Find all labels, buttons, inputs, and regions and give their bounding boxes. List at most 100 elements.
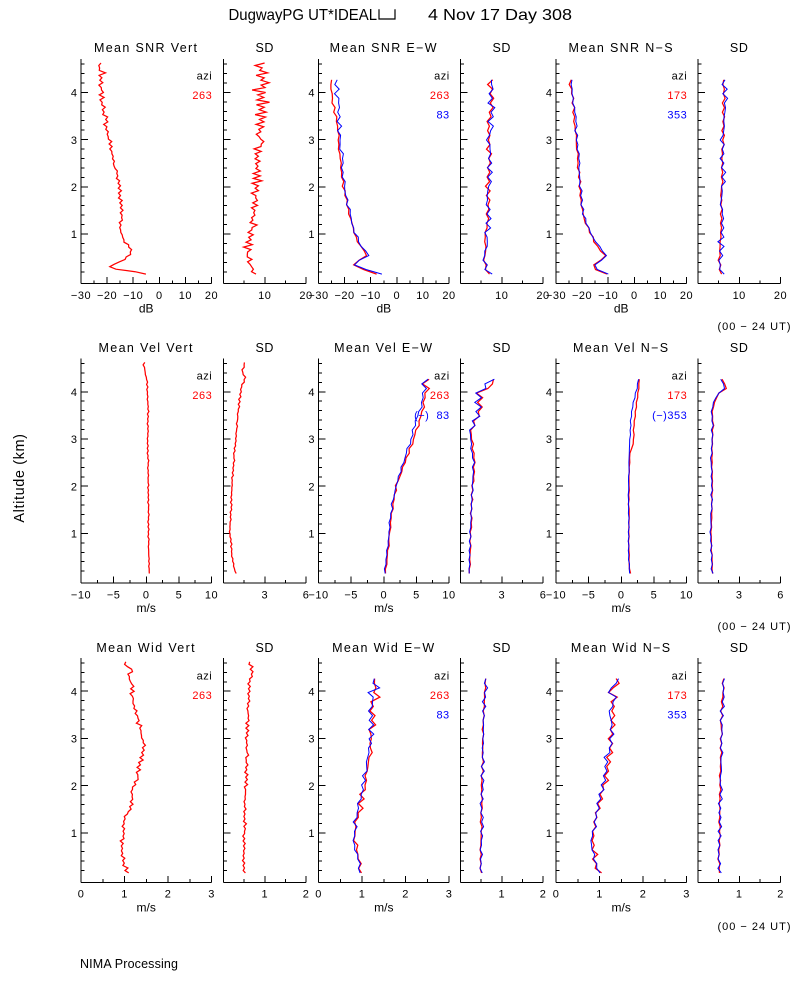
svg-text:10: 10 bbox=[495, 290, 508, 302]
svg-text:1: 1 bbox=[498, 889, 505, 901]
svg-text:azi: azi bbox=[434, 70, 450, 82]
svg-text:3: 3 bbox=[308, 734, 314, 746]
svg-text:2: 2 bbox=[546, 481, 552, 493]
svg-text:2: 2 bbox=[303, 889, 310, 901]
svg-text:10: 10 bbox=[442, 589, 455, 601]
svg-text:2: 2 bbox=[165, 889, 172, 901]
svg-text:263: 263 bbox=[192, 390, 212, 402]
svg-text:1: 1 bbox=[261, 889, 268, 901]
svg-text:3: 3 bbox=[308, 135, 314, 147]
svg-text:m/s: m/s bbox=[374, 601, 393, 615]
svg-text:2: 2 bbox=[546, 182, 552, 194]
svg-text:263: 263 bbox=[430, 390, 450, 402]
svg-text:3: 3 bbox=[208, 889, 215, 901]
svg-text:0: 0 bbox=[631, 290, 638, 302]
svg-text:5: 5 bbox=[651, 589, 658, 601]
svg-text:−10: −10 bbox=[361, 290, 381, 302]
svg-text:263: 263 bbox=[430, 690, 450, 702]
svg-text:1: 1 bbox=[546, 828, 552, 840]
svg-text:dB: dB bbox=[614, 302, 629, 316]
svg-text:83: 83 bbox=[436, 710, 449, 722]
svg-text:2: 2 bbox=[71, 481, 77, 493]
svg-text:Mean SNR N−S: Mean SNR N−S bbox=[568, 41, 673, 55]
svg-text:1: 1 bbox=[596, 889, 603, 901]
svg-text:4: 4 bbox=[546, 88, 552, 100]
svg-text:2: 2 bbox=[777, 889, 784, 901]
svg-text:azi: azi bbox=[434, 670, 450, 682]
svg-text:azi: azi bbox=[197, 670, 213, 682]
svg-text:−30: −30 bbox=[308, 290, 328, 302]
svg-text:azi: azi bbox=[672, 371, 688, 383]
svg-text:20: 20 bbox=[536, 290, 549, 302]
svg-text:−20: −20 bbox=[335, 290, 355, 302]
svg-text:2: 2 bbox=[71, 182, 77, 194]
svg-text:−20: −20 bbox=[572, 290, 592, 302]
svg-text:173: 173 bbox=[667, 390, 687, 402]
svg-text:4: 4 bbox=[308, 88, 314, 100]
svg-text:1: 1 bbox=[736, 889, 743, 901]
svg-text:m/s: m/s bbox=[612, 601, 631, 615]
svg-text:1: 1 bbox=[308, 828, 314, 840]
svg-text:1: 1 bbox=[359, 889, 366, 901]
svg-text:6: 6 bbox=[540, 589, 547, 601]
svg-text:4: 4 bbox=[308, 686, 314, 698]
svg-text:Mean Vel N−S: Mean Vel N−S bbox=[573, 341, 669, 355]
svg-text:6: 6 bbox=[777, 589, 784, 601]
svg-text:azi: azi bbox=[197, 70, 213, 82]
svg-text:−30: −30 bbox=[546, 290, 566, 302]
svg-text:azi: azi bbox=[197, 371, 213, 383]
svg-text:263: 263 bbox=[192, 90, 212, 102]
svg-text:0: 0 bbox=[393, 290, 400, 302]
svg-text:3: 3 bbox=[736, 589, 743, 601]
svg-text:2: 2 bbox=[308, 781, 314, 793]
svg-text:4: 4 bbox=[71, 686, 77, 698]
svg-text:20: 20 bbox=[774, 290, 787, 302]
svg-text:3: 3 bbox=[261, 589, 268, 601]
svg-text:dB: dB bbox=[376, 302, 391, 316]
svg-text:1: 1 bbox=[71, 529, 77, 541]
svg-text:Mean Vel Vert: Mean Vel Vert bbox=[99, 341, 194, 355]
svg-text:2: 2 bbox=[308, 182, 314, 194]
svg-text:−10: −10 bbox=[546, 589, 566, 601]
svg-text:10: 10 bbox=[416, 290, 429, 302]
svg-text:Mean Wid Vert: Mean Wid Vert bbox=[96, 641, 196, 655]
svg-text:2: 2 bbox=[540, 889, 547, 901]
svg-text:DugwayPG UT*IDEAL: DugwayPG UT*IDEAL bbox=[229, 7, 378, 24]
svg-text:SD: SD bbox=[256, 641, 275, 655]
svg-text:azi: azi bbox=[434, 371, 450, 383]
svg-text:3: 3 bbox=[498, 589, 505, 601]
svg-text:2: 2 bbox=[402, 889, 409, 901]
svg-text:20: 20 bbox=[442, 290, 455, 302]
svg-text:(−)353: (−)353 bbox=[652, 410, 687, 422]
svg-text:3: 3 bbox=[546, 135, 552, 147]
svg-text:10: 10 bbox=[654, 290, 667, 302]
svg-text:10: 10 bbox=[258, 290, 271, 302]
svg-text:4: 4 bbox=[308, 387, 314, 399]
svg-text:m/s: m/s bbox=[137, 601, 156, 615]
svg-text:Mean Vel E−W: Mean Vel E−W bbox=[334, 341, 433, 355]
svg-text:m/s: m/s bbox=[612, 900, 631, 914]
svg-text:2: 2 bbox=[640, 889, 647, 901]
svg-text:SD: SD bbox=[730, 641, 749, 655]
svg-text:263: 263 bbox=[192, 690, 212, 702]
svg-text:4: 4 bbox=[546, 387, 552, 399]
svg-text:4: 4 bbox=[71, 387, 77, 399]
svg-text:SD: SD bbox=[493, 41, 512, 55]
svg-text:m/s: m/s bbox=[374, 900, 393, 914]
svg-text:−5: −5 bbox=[107, 589, 121, 601]
svg-text:−10: −10 bbox=[598, 290, 618, 302]
svg-text:173: 173 bbox=[667, 90, 687, 102]
svg-text:(00 − 24 UT): (00 − 24 UT) bbox=[717, 921, 791, 933]
svg-text:10: 10 bbox=[205, 589, 218, 601]
svg-text:Mean Wid E−W: Mean Wid E−W bbox=[332, 641, 435, 655]
svg-text:dB: dB bbox=[139, 302, 154, 316]
svg-text:353: 353 bbox=[667, 710, 687, 722]
svg-text:10: 10 bbox=[680, 589, 693, 601]
svg-text:m/s: m/s bbox=[137, 900, 156, 914]
svg-text:5: 5 bbox=[413, 589, 420, 601]
svg-text:1: 1 bbox=[71, 828, 77, 840]
svg-text:20: 20 bbox=[205, 290, 218, 302]
svg-text:−5: −5 bbox=[344, 589, 358, 601]
svg-text:3: 3 bbox=[446, 889, 453, 901]
svg-text:(00 − 24 UT): (00 − 24 UT) bbox=[717, 321, 791, 333]
